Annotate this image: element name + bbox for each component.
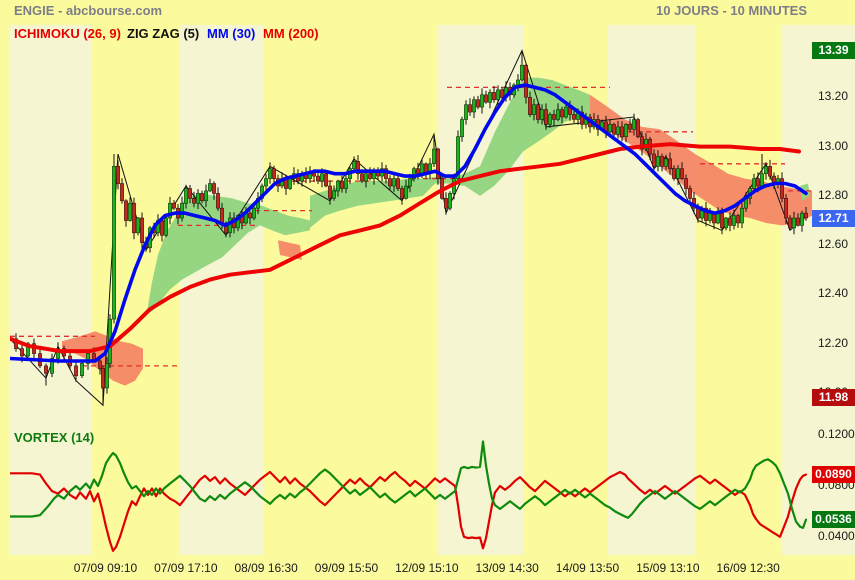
legend-zigzag: ZIG ZAG (5) <box>127 26 200 41</box>
day-band <box>10 25 92 555</box>
price-badge: 13.39 <box>812 41 855 59</box>
price-tick: 12.20 <box>818 335 849 350</box>
vortex-vi-plus-line <box>10 440 808 530</box>
price-tick: 0.1200 <box>818 427 855 442</box>
vortex-vi-minus-line <box>10 470 808 552</box>
time-tick: 12/09 15:10 <box>395 561 459 575</box>
ichimoku-cloud-down <box>590 94 812 226</box>
time-tick: 13/09 14:30 <box>475 561 539 575</box>
time-tick: 07/09 17:10 <box>154 561 218 575</box>
price-tick: 12.80 <box>818 187 849 202</box>
price-tick: 12.60 <box>818 237 849 252</box>
legend-mm200: MM (200) <box>263 26 319 41</box>
legend-mm30: MM (30) <box>207 26 256 41</box>
price-badge: 12.71 <box>812 209 855 227</box>
price-tick: 13.00 <box>818 138 849 153</box>
timeframe-label: 10 JOURS - 10 MINUTES <box>656 3 807 18</box>
price-tick: 13.20 <box>818 89 849 104</box>
mm30-line <box>10 83 808 363</box>
time-tick: 16/09 12:30 <box>716 561 780 575</box>
vortex-indicator-label: VORTEX (14) <box>14 430 95 445</box>
time-tick: 14/09 13:50 <box>555 561 620 575</box>
day-band <box>180 25 263 555</box>
time-tick: 08/09 16:30 <box>234 561 298 575</box>
ichimoku-cloud-down <box>62 331 143 386</box>
price-badge: 0.0890 <box>812 466 855 484</box>
mm200-line <box>10 142 801 354</box>
time-tick: 07/09 09:10 <box>73 561 138 575</box>
time-tick: 09/09 15:50 <box>314 561 379 575</box>
price-badge: 0.0536 <box>812 511 855 529</box>
legend-ichimoku: ICHIMOKU (26, 9) <box>14 26 121 41</box>
time-tick: 15/09 13:10 <box>636 561 700 575</box>
ichimoku-cloud-up <box>423 166 480 196</box>
ichimoku-cloud-up <box>147 193 310 312</box>
page-title: ENGIE - abcbourse.com <box>14 3 163 18</box>
price-badge: 11.98 <box>812 389 855 407</box>
day-band <box>608 25 695 555</box>
price-tick: 0.0400 <box>818 528 855 543</box>
price-tick: 12.40 <box>818 286 849 301</box>
